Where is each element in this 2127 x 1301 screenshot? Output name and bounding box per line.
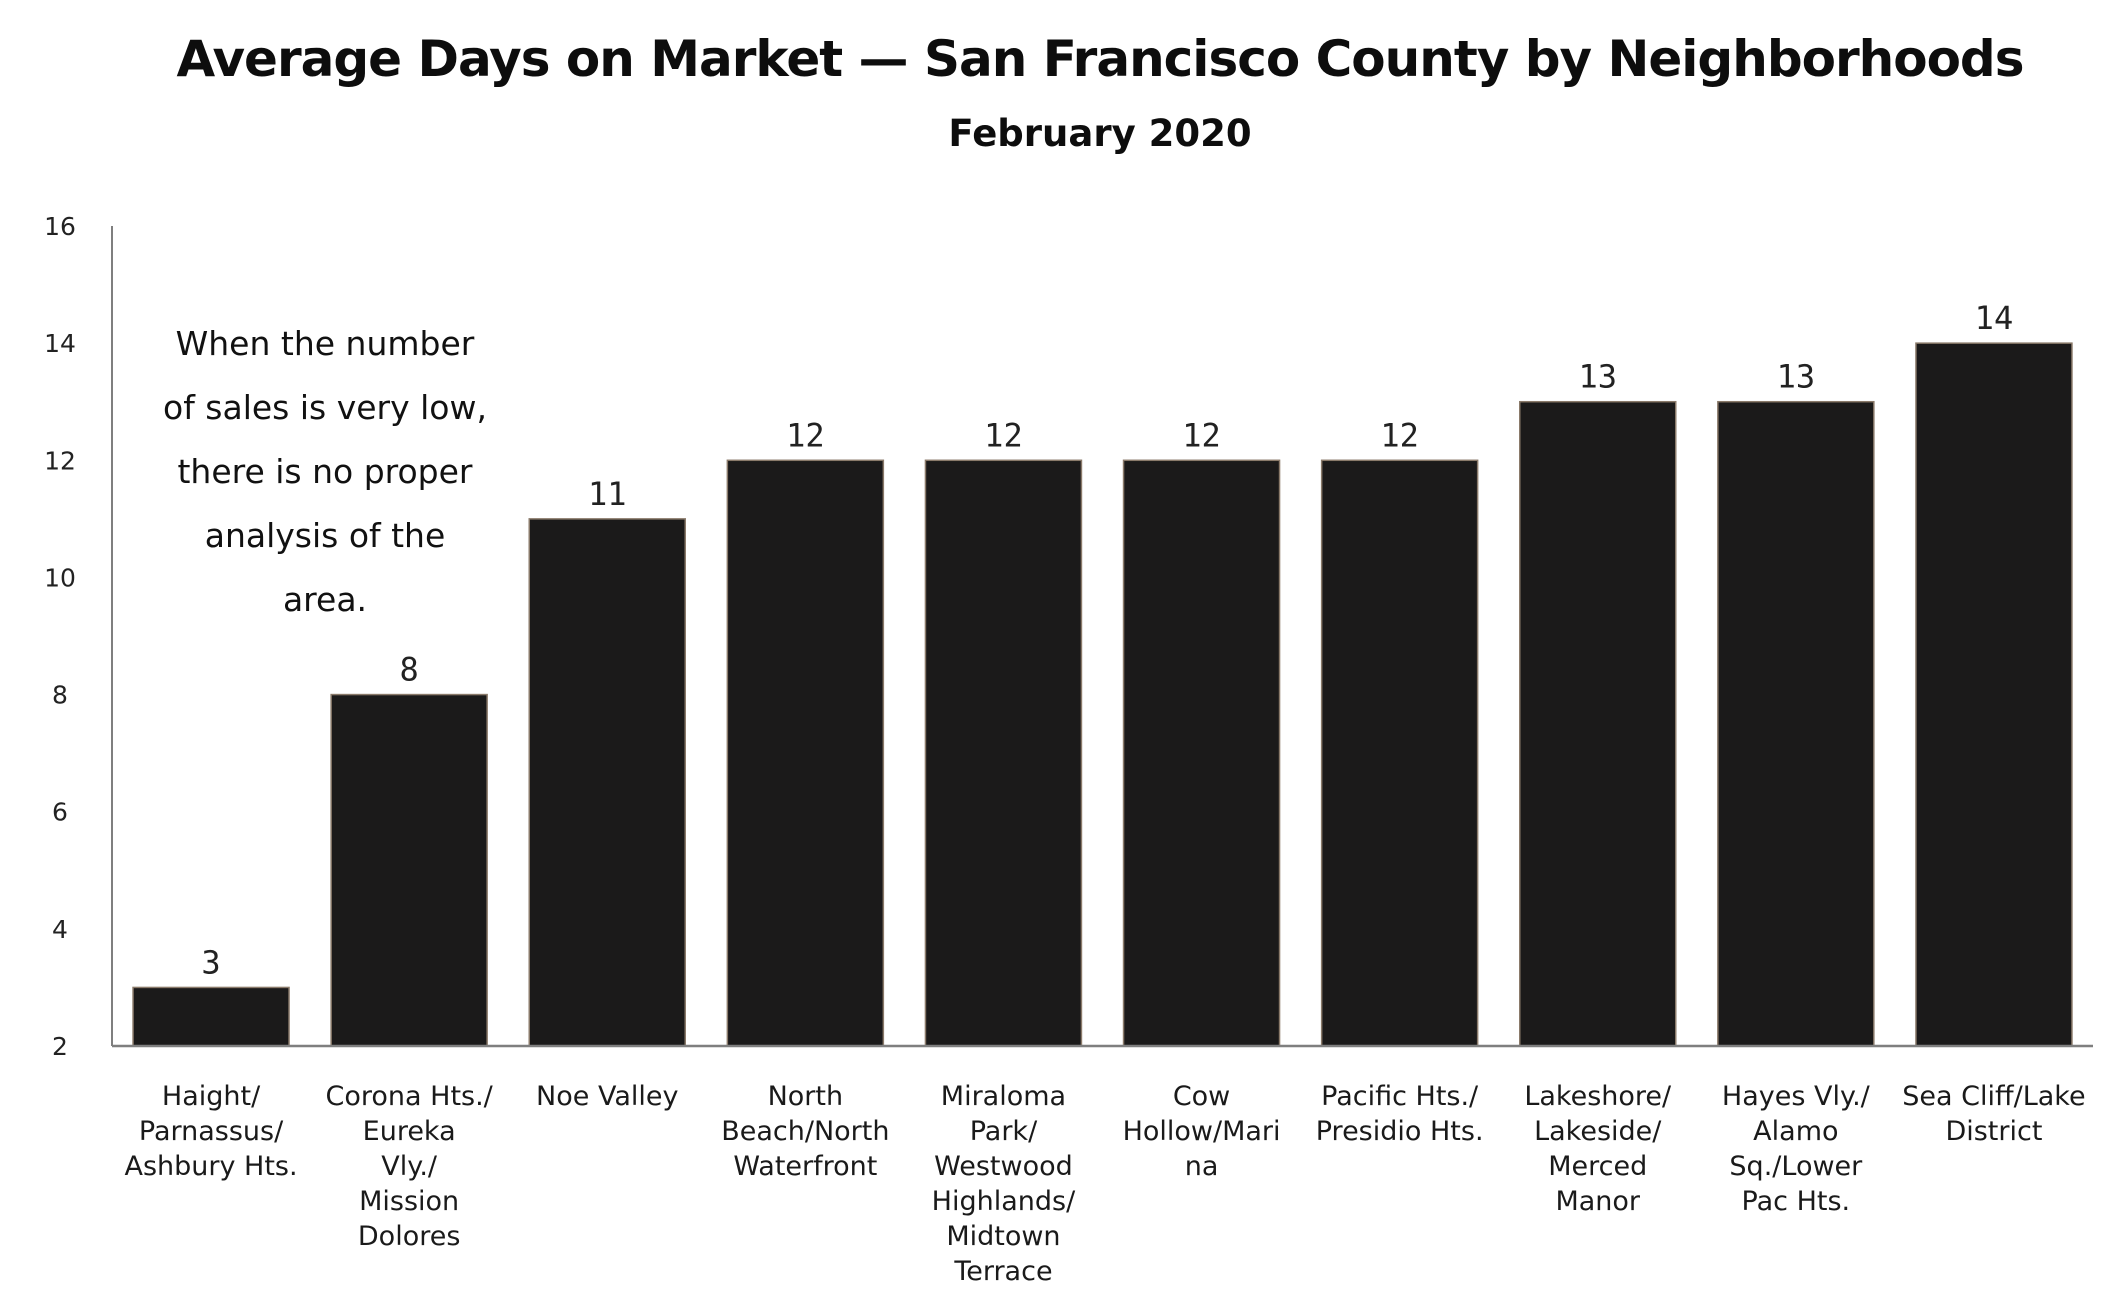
- annotation-note: When the number of sales is very low, th…: [150, 312, 500, 632]
- bars: [132, 342, 2073, 1047]
- x-tick-label-line: Sea Cliff/Lake: [1902, 1081, 2085, 1112]
- data-label: 3: [201, 943, 220, 981]
- annotation-line: there is no proper: [177, 452, 473, 491]
- data-label: 12: [1380, 416, 1419, 454]
- annotation-line: of sales is very low,: [163, 388, 487, 427]
- x-tick-label-line: Presidio Hts.: [1316, 1116, 1484, 1147]
- x-tick-label-line: Corona Hts./: [326, 1081, 494, 1112]
- x-tick-label-line: Manor: [1555, 1186, 1640, 1217]
- annotation-line: analysis of the: [204, 516, 446, 555]
- x-tick-label-line: Noe Valley: [536, 1081, 678, 1112]
- x-tick-label: North Beach/North Waterfront: [721, 1081, 889, 1182]
- x-tick-label-line: Merced: [1548, 1151, 1647, 1182]
- x-tick-label: Lakeshore/Lakeside/Merced Manor: [1524, 1081, 1672, 1217]
- y-tick-label: 8: [52, 681, 68, 710]
- x-tick-label-line: Park/: [970, 1116, 1038, 1147]
- x-tick-label: Noe Valley: [536, 1081, 678, 1112]
- x-tick-label-line: Sq./Lower: [1729, 1151, 1863, 1182]
- x-tick-label: Miraloma Park/Westwood Highlands/Midtown Te…: [932, 1081, 1076, 1287]
- chart-title: Average Days on Market — San Francisco C…: [176, 30, 2025, 88]
- data-label: 13: [1578, 358, 1617, 396]
- x-axis: Haight/Parnassus/Ashbury Hts. Corona Hts.…: [112, 1044, 2093, 1287]
- x-tick-label-line: Hollow/Mari: [1123, 1116, 1281, 1147]
- y-tick-label: 6: [52, 798, 68, 827]
- x-tick-label-line: Pacific Hts./: [1321, 1081, 1479, 1112]
- y-axis: 2 4 6 8 10 12 14 16: [44, 212, 113, 1061]
- y-tick-label: 2: [52, 1032, 68, 1061]
- data-labels: 3 8 11 12 12 12 12 13 13 14: [201, 299, 2013, 981]
- x-tick-label-line: Waterfront: [733, 1151, 877, 1182]
- chart-subtitle: February 2020: [948, 112, 1252, 155]
- x-tick-label-line: Alamo: [1753, 1116, 1838, 1147]
- annotation-line: When the number: [175, 324, 475, 363]
- x-tick-label-line: Beach/North: [721, 1116, 889, 1147]
- data-label: 12: [984, 416, 1023, 454]
- x-tick-label: Haight/Parnassus/Ashbury Hts.: [124, 1081, 297, 1182]
- y-tick-label: 4: [52, 915, 68, 944]
- x-tick-label: Pacific Hts./ Presidio Hts.: [1316, 1081, 1484, 1147]
- x-tick-label-line: Eureka: [363, 1116, 456, 1147]
- x-tick-label-line: Lakeside/: [1534, 1116, 1662, 1147]
- x-tick-label-line: Ashbury Hts.: [124, 1151, 297, 1182]
- x-tick-label-line: North: [768, 1081, 844, 1112]
- data-label: 12: [1182, 416, 1221, 454]
- data-label: 8: [400, 651, 419, 689]
- bar: [1320, 459, 1479, 1047]
- bar: [1122, 459, 1281, 1047]
- x-tick-label-line: Highlands/: [932, 1186, 1076, 1217]
- x-tick-label-line: Midtown: [946, 1221, 1060, 1252]
- bar: [330, 693, 488, 1047]
- x-tick-label-line: Haight/: [162, 1081, 261, 1112]
- x-tick-label-line: Cow: [1173, 1081, 1230, 1112]
- x-tick-label: Cow Hollow/Mari na: [1123, 1081, 1281, 1182]
- x-tick-label-line: Hayes Vly./: [1722, 1081, 1871, 1112]
- x-tick-label-line: na: [1185, 1151, 1219, 1182]
- x-tick-label-line: Vly./: [381, 1151, 438, 1182]
- bar: [132, 986, 290, 1047]
- x-tick-label: Sea Cliff/Lake District: [1902, 1081, 2085, 1147]
- x-tick-label: Hayes Vly./ Alamo Sq./Lower Pac Hts.: [1722, 1081, 1871, 1217]
- bar: [726, 459, 885, 1047]
- bar: [1717, 400, 1875, 1047]
- bar: [924, 459, 1083, 1047]
- x-tick-label-line: District: [1945, 1116, 2042, 1147]
- x-tick-label-line: Pac Hts.: [1742, 1186, 1851, 1217]
- x-tick-label-line: Miraloma: [941, 1081, 1066, 1112]
- data-label: 13: [1777, 358, 1816, 396]
- x-tick-label-line: Terrace: [953, 1256, 1052, 1287]
- bar: [1519, 400, 1677, 1047]
- bar: [528, 518, 686, 1047]
- annotation-line: area.: [282, 580, 368, 619]
- bar: [1915, 342, 2073, 1047]
- x-tick-label: Corona Hts./ Eureka Vly./ Mission Dolores: [326, 1081, 494, 1252]
- y-tick-label: 10: [44, 563, 76, 592]
- y-tick-label: 14: [44, 329, 76, 358]
- data-label: 11: [588, 475, 627, 513]
- x-tick-label-line: Mission: [359, 1186, 459, 1217]
- x-tick-label-line: Lakeshore/: [1524, 1081, 1672, 1112]
- x-tick-label-line: Westwood: [934, 1151, 1073, 1182]
- y-tick-label: 12: [44, 446, 76, 475]
- x-tick-label-line: Dolores: [358, 1221, 461, 1252]
- y-tick-label: 16: [44, 212, 76, 241]
- data-label: 14: [1975, 299, 2014, 337]
- data-label: 12: [786, 416, 825, 454]
- x-tick-label-line: Parnassus/: [139, 1116, 284, 1147]
